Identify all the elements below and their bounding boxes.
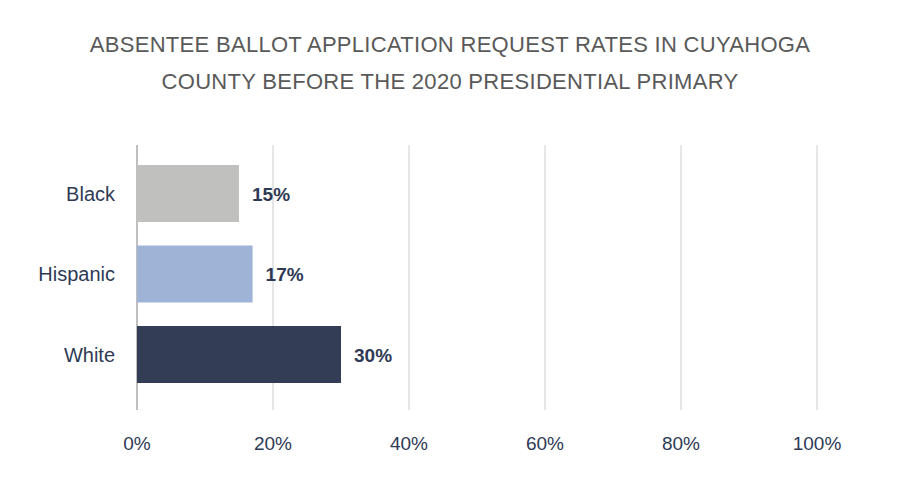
category-label: Hispanic bbox=[38, 263, 115, 285]
data-label: 30% bbox=[354, 345, 392, 366]
grid-line bbox=[680, 145, 681, 410]
bars bbox=[137, 165, 341, 383]
grid-line bbox=[408, 145, 409, 410]
data-label: 15% bbox=[252, 184, 290, 205]
tick-label: 100% bbox=[793, 433, 842, 454]
chart: ABSENTEE BALLOT APPLICATION REQUEST RATE… bbox=[0, 0, 900, 489]
category-label: White bbox=[64, 344, 115, 366]
tick-label: 80% bbox=[662, 433, 700, 454]
tick-label: 60% bbox=[526, 433, 564, 454]
tick-label: 20% bbox=[254, 433, 292, 454]
category-label: Black bbox=[66, 183, 116, 205]
tick-label: 40% bbox=[390, 433, 428, 454]
grid-line bbox=[544, 145, 545, 410]
grid-line bbox=[816, 145, 817, 410]
bar bbox=[137, 246, 253, 303]
bar bbox=[137, 165, 239, 222]
chart-title: ABSENTEE BALLOT APPLICATION REQUEST RATE… bbox=[90, 32, 811, 94]
axis-range bbox=[137, 410, 817, 411]
tick-label: 0% bbox=[123, 433, 151, 454]
bar bbox=[137, 326, 341, 383]
data-label: 17% bbox=[266, 264, 304, 285]
